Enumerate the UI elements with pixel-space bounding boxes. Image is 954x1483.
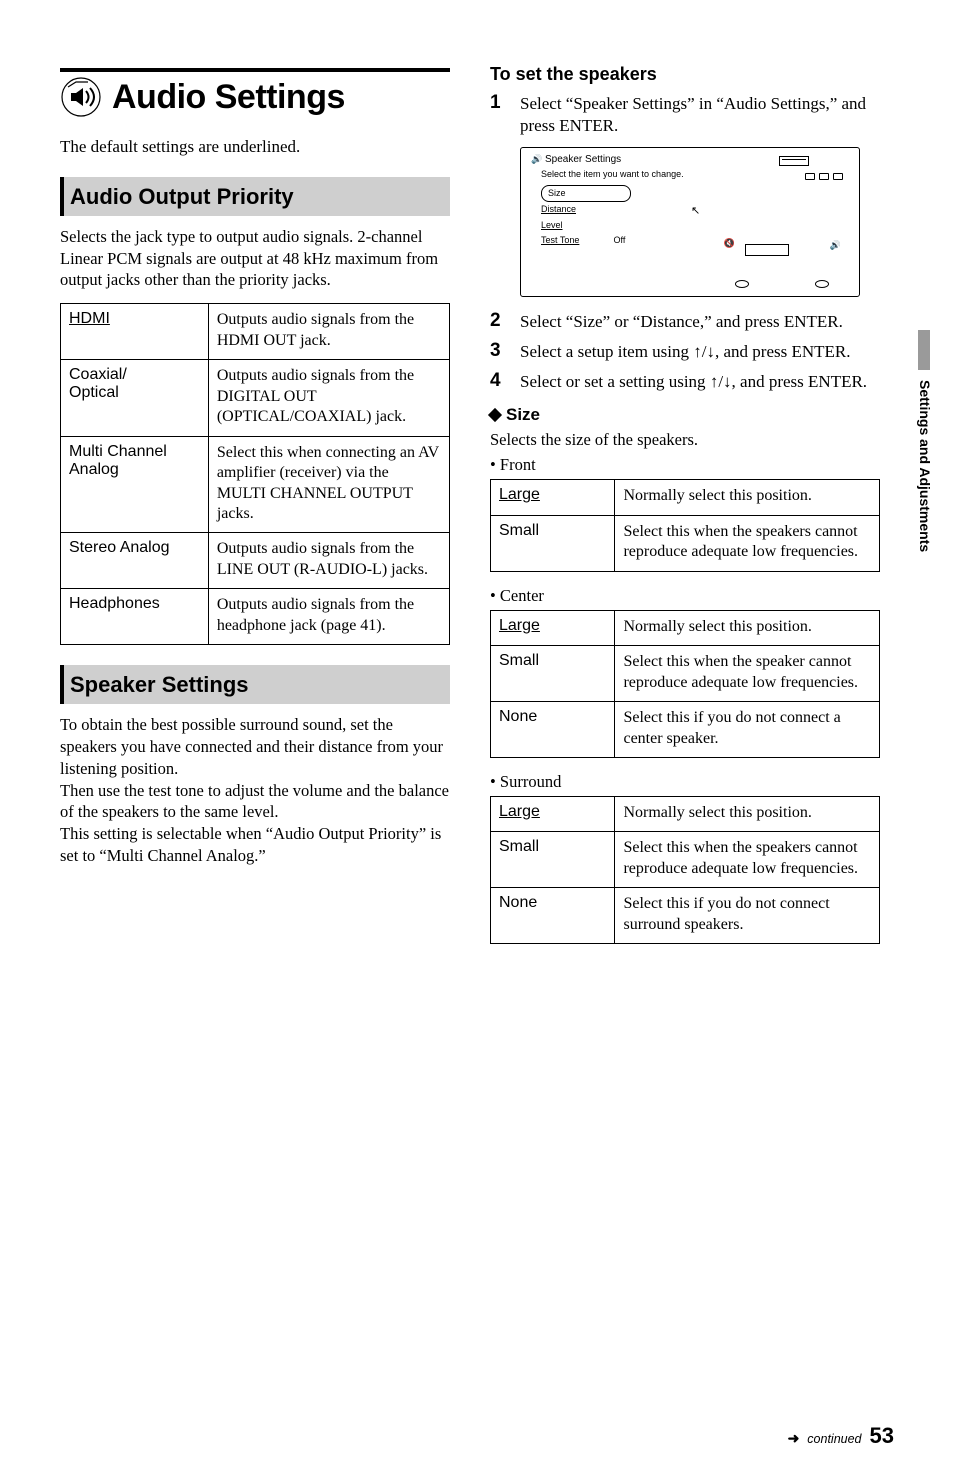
osd-level-bar — [745, 244, 789, 256]
osd-left-volume-icon: 🔇 — [724, 238, 735, 249]
table-key: Large — [491, 796, 615, 831]
osd-title-label: Speaker Settings — [545, 154, 621, 165]
table-key: Headphones — [61, 589, 209, 645]
size-subhead: Size — [490, 405, 880, 425]
intro-text: The default settings are underlined. — [60, 136, 450, 159]
step-4: 4 Select or set a setting using ↑/↓, and… — [490, 371, 880, 393]
table-row: SmallSelect this when the speaker cannot… — [491, 646, 880, 702]
table-key: Small — [491, 515, 615, 571]
osd-row-testtone: Test Tone — [541, 233, 611, 248]
size-group-label: • Center — [490, 586, 880, 606]
table-value: Select this when the speaker cannot repr… — [615, 646, 880, 702]
page-number: 53 — [870, 1423, 894, 1449]
size-table: LargeNormally select this position.Small… — [490, 796, 880, 944]
table-value: Normally select this position. — [615, 480, 880, 515]
table-row: LargeNormally select this position. — [491, 480, 880, 515]
table-key: None — [491, 888, 615, 944]
step-text: Select or set a setting using ↑/↓, and p… — [520, 371, 867, 393]
aop-paragraph: Selects the jack type to output audio si… — [60, 226, 450, 291]
page-title: Audio Settings — [112, 78, 345, 117]
table-value: Outputs audio signals from the DIGITAL O… — [208, 360, 449, 436]
table-value: Outputs audio signals from the HDMI OUT … — [208, 304, 449, 360]
title-top-rule — [60, 68, 450, 72]
table-value: Select this when the speakers cannot rep… — [615, 515, 880, 571]
step-text: Select “Size” or “Distance,” and press E… — [520, 311, 843, 333]
speaker-settings-paragraph: To obtain the best possible surround sou… — [60, 714, 450, 866]
size-heading-label: Size — [506, 405, 540, 425]
table-value: Normally select this position. — [615, 610, 880, 645]
continued-arrow-icon: ➜ — [788, 1430, 800, 1447]
osd-right-volume-icon: 🔊 — [830, 240, 841, 251]
osd-disc-icon — [735, 280, 749, 288]
section-heading-speaker-settings: Speaker Settings — [60, 665, 450, 704]
table-key: HDMI — [61, 304, 209, 360]
osd-speaker-icons — [803, 172, 845, 182]
table-key: Multi Channel Analog — [61, 436, 209, 533]
step-1: 1 Select “Speaker Settings” in “Audio Se… — [490, 93, 880, 137]
osd-cursor-icon: ↖ — [691, 204, 700, 217]
table-row: Stereo AnalogOutputs audio signals from … — [61, 533, 450, 589]
table-key: Large — [491, 610, 615, 645]
step-text: Select a setup item using ↑/↓, and press… — [520, 341, 851, 363]
continued-label: continued — [807, 1432, 861, 1446]
table-row: LargeNormally select this position. — [491, 796, 880, 831]
side-tab-marker — [918, 330, 930, 370]
osd-tv-icon — [779, 156, 809, 166]
step-2: 2 Select “Size” or “Distance,” and press… — [490, 311, 880, 333]
size-table: LargeNormally select this position.Small… — [490, 610, 880, 758]
step-number: 4 — [490, 371, 508, 392]
table-value: Select this when connecting an AV amplif… — [208, 436, 449, 533]
table-key: Coaxial/ Optical — [61, 360, 209, 436]
table-value: Select this when the speakers cannot rep… — [615, 832, 880, 888]
table-row: NoneSelect this if you do not connect a … — [491, 702, 880, 758]
osd-row-level: Level — [541, 220, 563, 230]
table-value: Normally select this position. — [615, 796, 880, 831]
table-value: Select this if you do not connect surrou… — [615, 888, 880, 944]
table-row: HeadphonesOutputs audio signals from the… — [61, 589, 450, 645]
table-key: Small — [491, 832, 615, 888]
osd-testtone-value: Off — [614, 235, 626, 245]
page-footer: ➜ continued 53 — [788, 1423, 894, 1449]
page-title-row: Audio Settings — [60, 76, 450, 118]
size-intro: Selects the size of the speakers. — [490, 429, 880, 451]
step-number: 2 — [490, 311, 508, 332]
step-number: 1 — [490, 93, 508, 114]
osd-speaker-settings-screenshot: 🔊 Speaker Settings Select the item you w… — [520, 147, 860, 297]
step-3: 3 Select a setup item using ↑/↓, and pre… — [490, 341, 880, 363]
table-value: Outputs audio signals from the headphone… — [208, 589, 449, 645]
osd-row-size: Size — [541, 185, 631, 202]
size-table: LargeNormally select this position.Small… — [490, 479, 880, 571]
osd-disc-icon — [815, 280, 829, 288]
side-tab-label: Settings and Adjustments — [917, 380, 933, 552]
table-key: Small — [491, 646, 615, 702]
table-row: Coaxial/ OpticalOutputs audio signals fr… — [61, 360, 450, 436]
section-heading-audio-output-priority: Audio Output Priority — [60, 177, 450, 216]
step-number: 3 — [490, 341, 508, 362]
table-row: LargeNormally select this position. — [491, 610, 880, 645]
to-set-speakers-heading: To set the speakers — [490, 64, 880, 85]
table-key: Large — [491, 480, 615, 515]
osd-row-distance: Distance — [541, 204, 576, 214]
table-value: Outputs audio signals from the LINE OUT … — [208, 533, 449, 589]
table-row: SmallSelect this when the speakers canno… — [491, 832, 880, 888]
aop-table: HDMIOutputs audio signals from the HDMI … — [60, 303, 450, 645]
table-row: Multi Channel AnalogSelect this when con… — [61, 436, 450, 533]
table-key: Stereo Analog — [61, 533, 209, 589]
table-row: SmallSelect this when the speakers canno… — [491, 515, 880, 571]
table-row: HDMIOutputs audio signals from the HDMI … — [61, 304, 450, 360]
diamond-bullet-icon — [488, 408, 502, 422]
table-key: None — [491, 702, 615, 758]
side-tab: Settings and Adjustments — [914, 330, 936, 560]
step-text: Select “Speaker Settings” in “Audio Sett… — [520, 93, 880, 137]
table-row: NoneSelect this if you do not connect su… — [491, 888, 880, 944]
audio-settings-icon — [60, 76, 102, 118]
table-value: Select this if you do not connect a cent… — [615, 702, 880, 758]
size-group-label: • Front — [490, 455, 880, 475]
size-group-label: • Surround — [490, 772, 880, 792]
